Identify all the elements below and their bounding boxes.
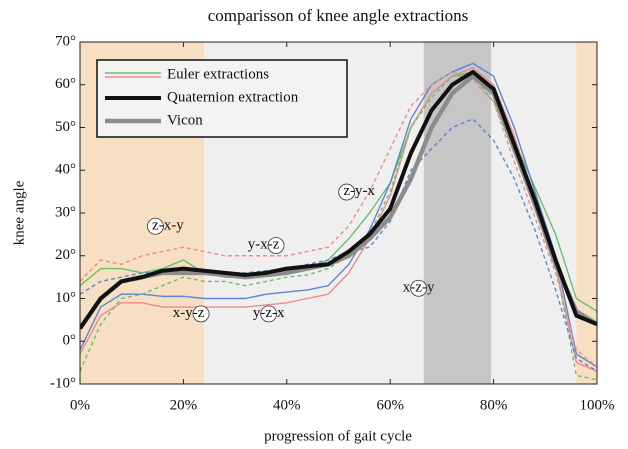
x-tick-label: 80% (480, 397, 508, 413)
phase-region (423, 42, 492, 384)
y-tick-label: 0° (63, 333, 77, 349)
y-tick-label: 60° (55, 76, 76, 92)
x-tick-label: 40% (273, 397, 301, 413)
y-tick-label: -10° (50, 375, 76, 391)
chart-title: comparisson of knee angle extractions (208, 6, 469, 25)
annotation-circle (267, 237, 285, 254)
line (80, 71, 597, 368)
y-tick-label: 70° (55, 33, 76, 49)
phase-region (576, 42, 597, 384)
curve-annotation: y-x-z (248, 237, 280, 253)
line (80, 66, 597, 372)
y-tick-label: 50° (55, 119, 76, 135)
x-tick-label: 20% (170, 397, 198, 413)
curve-annotation: x-y-z (173, 305, 205, 321)
legend-label: Euler extractions (167, 66, 269, 82)
annotation-circle (146, 217, 164, 235)
legend-label: Quaternion extraction (167, 89, 299, 105)
y-tick-label: 40° (55, 162, 76, 178)
x-tick-label: 60% (376, 397, 404, 413)
annotation-circle (260, 305, 278, 323)
line (80, 118, 597, 372)
y-tick-label: 20° (55, 247, 76, 263)
curve-annotation: z-x-y (152, 217, 184, 233)
annotation-circle (410, 279, 428, 297)
line (80, 62, 597, 368)
plot-lines (80, 62, 597, 381)
y-tick-label: 10° (55, 290, 76, 306)
annotation-circle (192, 305, 210, 323)
annotation-circle (338, 183, 356, 201)
line (80, 69, 597, 330)
curve-annotation: y-z-x (253, 305, 285, 321)
y-axis-label: knee angle (11, 180, 27, 245)
x-axis-label: progression of gait cycle (264, 428, 412, 444)
x-tick-label: 100% (580, 397, 615, 413)
curve-annotation: x-z-y (403, 279, 435, 295)
y-tick-label: 30° (55, 204, 76, 220)
legend-label: Vicon (167, 112, 203, 128)
x-tick-label: 0% (70, 397, 90, 413)
curve-annotation: z-y-x (343, 183, 375, 199)
